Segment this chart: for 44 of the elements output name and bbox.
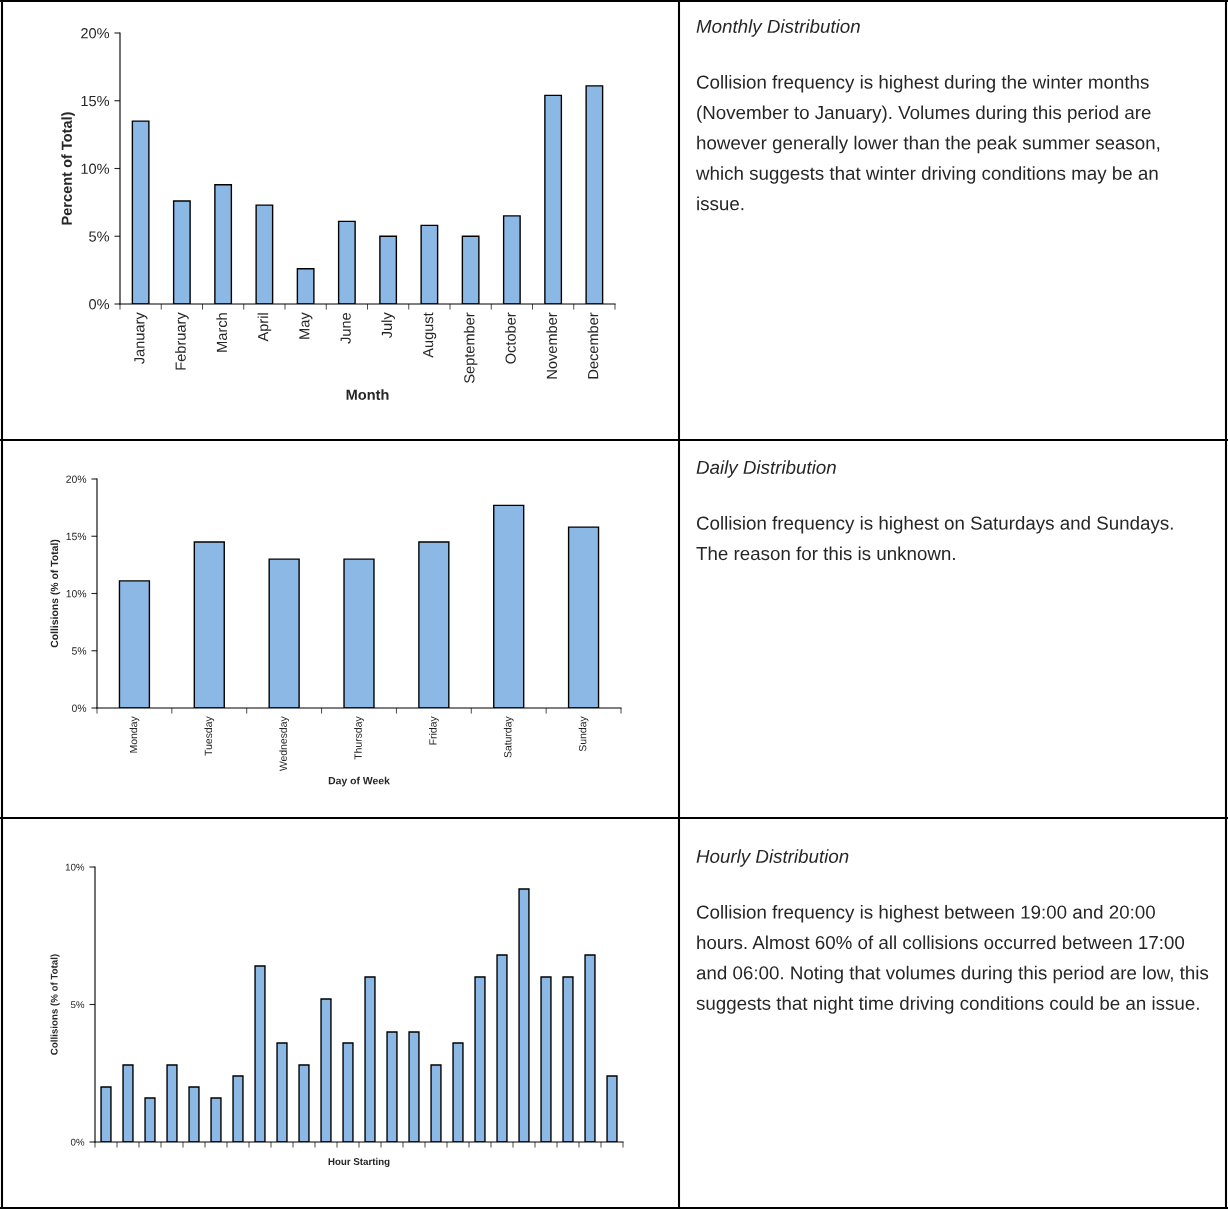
x-tick-label: Monday <box>129 716 140 753</box>
x-tick-label: May <box>299 312 313 339</box>
text: Daily Distribution <box>696 460 836 478</box>
x-tick-label: June <box>340 312 351 344</box>
text: Hourly Distribution <box>696 849 849 867</box>
x-tick-label: Sunday <box>578 716 589 752</box>
y-axis-title: Percent of Total) <box>61 112 75 225</box>
y-axis-title: Collisions (% of Total) <box>50 954 60 1055</box>
x-tick-label: Saturday <box>503 716 514 758</box>
y-tick-label: 10% <box>65 863 85 871</box>
y-tick-label: 5% <box>89 231 110 242</box>
x-tick-label: Friday <box>429 716 439 745</box>
x-tick-label: October <box>505 312 516 364</box>
text: Collision frequency is highest between 19:00 and 20:00 hours. Almost 60% of all collisions occurred between 17:00 and 06:00. Noting that volumes during this period are low, this suggests that night time driving conditions could be an issue. <box>696 905 1209 1014</box>
y-tick-label: 10% <box>81 163 110 174</box>
x-tick-label: December <box>587 312 599 379</box>
y-tick-label: 0% <box>71 704 87 712</box>
y-tick-label: 20% <box>81 28 110 39</box>
x-tick-label: March <box>216 313 228 352</box>
y-tick-label: 20% <box>66 475 87 483</box>
x-tick-label: September <box>463 312 478 383</box>
y-tick-label: 0% <box>70 1138 85 1146</box>
text: Collision frequency is highest during the winter months (November to January). Volumes during this period are however generally lower than the peak summer season, which suggests that winter driving conditions may be an issue. <box>695 75 1160 211</box>
text: Collision frequency is highest on Saturdays and Sundays. The reason for this is unknown. <box>696 516 1173 561</box>
y-tick-label: 15% <box>66 532 87 541</box>
y-axis-title: Collisions (% of Total) <box>50 539 61 648</box>
x-tick-label: Wednesday <box>279 716 289 772</box>
x-tick-label: Thursday <box>354 716 364 760</box>
text: Monthly Distribution <box>696 19 860 37</box>
y-tick-label: 10% <box>66 590 87 598</box>
x-tick-label: Tuesday <box>204 716 215 756</box>
x-tick-label: January <box>134 312 148 364</box>
y-tick-label: 0% <box>89 299 110 310</box>
y-tick-label: 5% <box>71 647 87 655</box>
x-tick-label: August <box>423 312 437 358</box>
x-axis-title: Month <box>346 389 389 400</box>
x-tick-label: February <box>175 312 189 370</box>
y-tick-label: 5% <box>70 1001 85 1009</box>
x-tick-label: April <box>257 313 272 342</box>
x-tick-label: November <box>546 312 558 379</box>
x-axis-title: Day of Week <box>328 776 390 787</box>
x-axis-title: Hour Starting <box>328 1157 390 1167</box>
x-tick-label: July <box>381 312 395 339</box>
y-tick-label: 15% <box>81 95 110 107</box>
